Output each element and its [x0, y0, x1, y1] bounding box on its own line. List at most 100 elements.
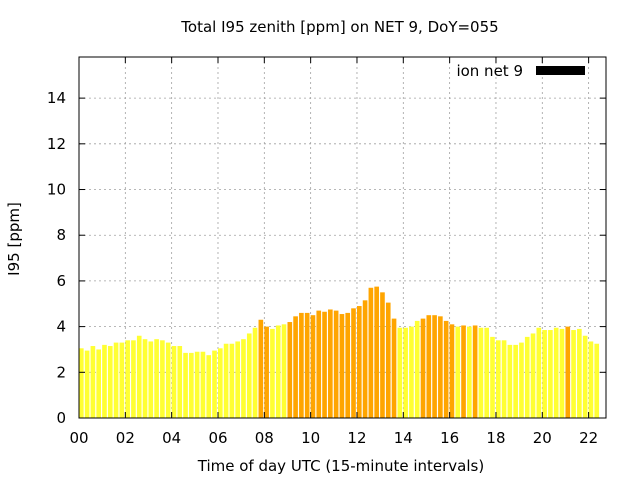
- bar: [322, 311, 327, 418]
- x-tick-label: 04: [162, 429, 181, 447]
- bar: [142, 339, 148, 418]
- x-tick-label: 08: [255, 429, 274, 447]
- bar: [310, 315, 316, 418]
- bar: [577, 328, 582, 418]
- bar: [513, 344, 518, 418]
- y-tick-label: 2: [56, 363, 66, 381]
- x-tick-label: 22: [579, 429, 598, 447]
- bar: [304, 312, 310, 418]
- bar: [275, 325, 281, 418]
- bar: [217, 348, 223, 418]
- x-tick-label: 20: [533, 429, 552, 447]
- x-tick-label: 16: [440, 429, 459, 447]
- chart-title: Total I95 zenith [ppm] on NET 9, DoY=055: [180, 18, 498, 36]
- bar: [258, 319, 264, 418]
- bar: [432, 315, 437, 418]
- bar: [200, 351, 206, 418]
- bar: [246, 333, 252, 418]
- bar: [84, 350, 90, 418]
- bar: [131, 340, 136, 418]
- bar: [328, 309, 333, 418]
- bar: [160, 340, 165, 418]
- bar: [212, 350, 217, 418]
- bar: [229, 343, 235, 418]
- bar: [524, 336, 530, 418]
- bar: [565, 326, 571, 418]
- x-tick-label: 12: [347, 429, 366, 447]
- y-tick-label: 10: [47, 181, 66, 199]
- bar: [125, 340, 130, 418]
- bar: [287, 322, 293, 418]
- bar: [235, 341, 240, 418]
- bar: [438, 316, 443, 418]
- bar: [362, 300, 368, 418]
- x-tick-label: 00: [69, 429, 88, 447]
- bar: [102, 344, 107, 418]
- y-tick-label: 8: [56, 226, 66, 244]
- bar: [79, 348, 84, 418]
- bar: [281, 324, 287, 418]
- bar: [397, 327, 403, 418]
- bar: [548, 330, 553, 418]
- y-tick-label: 0: [56, 409, 66, 427]
- bar: [507, 344, 513, 418]
- y-tick-label: 6: [56, 272, 66, 290]
- y-tick-label: 14: [47, 89, 66, 107]
- bar: [148, 341, 154, 418]
- x-tick-label: 10: [301, 429, 320, 447]
- bar: [391, 318, 397, 418]
- bar: [472, 325, 478, 418]
- bar: [316, 310, 322, 418]
- bar: [107, 346, 113, 418]
- bar: [252, 327, 258, 418]
- bar: [194, 351, 200, 418]
- bar: [241, 339, 246, 418]
- bar: [119, 342, 125, 418]
- bar: [449, 324, 455, 418]
- bar: [588, 341, 594, 418]
- bar: [183, 352, 188, 418]
- x-axis-label: Time of day UTC (15-minute intervals): [197, 457, 484, 475]
- x-tick-label: 14: [394, 429, 413, 447]
- bar: [189, 352, 194, 418]
- bar: [519, 342, 524, 418]
- bar: [264, 326, 269, 418]
- y-axis-label: I95 [ppm]: [5, 202, 23, 276]
- bar: [299, 312, 304, 418]
- bar: [154, 339, 159, 418]
- bar: [270, 328, 275, 418]
- bar: [171, 346, 177, 418]
- bar: [409, 326, 414, 418]
- plot-frame: [78, 56, 607, 419]
- y-tick-label: 12: [47, 135, 66, 153]
- x-tick-label: 02: [116, 429, 135, 447]
- bar: [96, 349, 102, 418]
- x-tick-label: 06: [208, 429, 227, 447]
- bar: [351, 308, 356, 418]
- bar: [501, 340, 507, 418]
- bar: [177, 346, 183, 418]
- bar: [553, 327, 559, 418]
- bar: [385, 302, 391, 418]
- bar: [571, 330, 576, 418]
- bar: [478, 327, 484, 418]
- bar: [380, 292, 385, 418]
- bar: [455, 326, 461, 418]
- bar: [582, 335, 588, 418]
- bar: [345, 312, 351, 418]
- bar: [333, 310, 339, 418]
- bar: [467, 326, 472, 418]
- bar: [594, 343, 600, 418]
- legend: ion net 9: [456, 62, 585, 80]
- bar: [443, 320, 449, 418]
- y-tick-label: 4: [56, 318, 66, 336]
- bar: [206, 355, 212, 418]
- bar: [461, 325, 466, 418]
- bar: [136, 335, 142, 418]
- bar: [484, 327, 490, 418]
- bar: [490, 336, 495, 418]
- bar: [165, 342, 171, 418]
- bar-series: [79, 286, 600, 418]
